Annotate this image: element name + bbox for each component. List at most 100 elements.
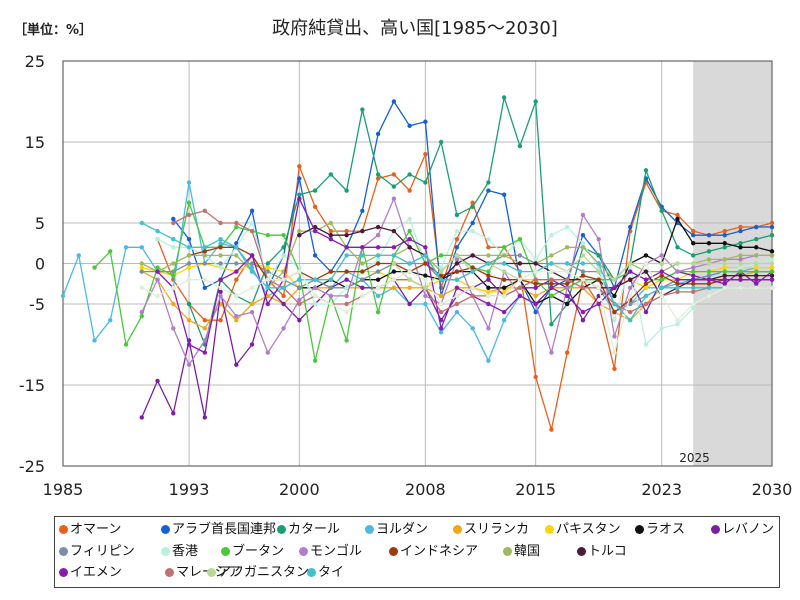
data-point [139,309,144,315]
data-point [202,245,207,250]
data-point [533,277,538,282]
data-point [596,277,601,282]
data-point [564,285,570,290]
data-point [375,293,381,299]
data-point [486,273,491,278]
data-point [612,285,617,290]
data-point [360,261,365,266]
data-point [769,273,775,278]
data-point [486,261,491,266]
data-point [659,261,664,266]
data-point [391,277,397,282]
data-point [691,301,696,307]
data-point [328,172,334,177]
data-point [454,293,460,299]
legend-swatch [635,525,644,534]
data-point [391,196,397,201]
data-point [202,253,207,258]
data-point [738,241,743,246]
data-point [375,245,381,250]
data-point [186,362,192,367]
data-point [234,313,239,319]
data-point [249,228,255,234]
data-point [312,301,318,307]
data-point [312,228,318,234]
data-point [186,277,192,282]
data-point [722,245,727,250]
data-point [76,253,81,258]
legend-item: フィリピン [59,543,135,561]
legend-swatch [59,525,68,534]
data-point [580,269,586,274]
legend-swatch [59,568,68,577]
data-point [501,245,507,250]
data-point [202,249,207,254]
data-point [706,232,712,238]
data-point [139,265,144,270]
data-point [202,277,207,282]
legend-swatch [59,547,68,556]
legend-item: トルコ [577,543,627,561]
data-point [454,212,460,218]
data-point [659,285,664,290]
data-point [549,232,554,238]
data-point [722,228,727,234]
data-point [517,277,523,282]
data-point [596,285,601,290]
data-point [486,358,491,363]
data-point [754,281,759,286]
legend-swatch [165,568,174,577]
legend-swatch [453,525,462,534]
data-point [139,269,144,274]
data-point [580,261,586,266]
data-point [249,269,255,274]
data-point [438,326,444,331]
y-tick-label: 25 [25,52,45,71]
data-point [754,237,759,242]
data-point [423,245,428,250]
data-point [549,281,554,286]
data-point [297,176,302,181]
data-point [533,257,538,262]
data-point [407,261,412,266]
data-point [265,269,271,274]
data-point [438,277,444,282]
legend-item: 韓国 [503,543,540,561]
data-point [297,318,302,323]
x-tick-label: 1993 [169,480,210,499]
data-point [423,119,428,124]
x-axis: 1985 1993 2000 2008 2015 2023 2030 [43,480,793,499]
data-point [171,326,176,331]
data-point [691,285,696,290]
data-point [391,269,397,274]
data-point [281,253,286,258]
legend: オマーン アラブ首長国連邦 カタール ヨルダン スリランカ パキスタン ラオス レバノン フィリ… [54,516,780,588]
unit-label: ［単位：%］ [14,22,92,38]
data-point [186,200,192,205]
data-point [344,301,349,307]
data-point [769,253,775,258]
data-point [517,293,523,299]
legend-label: フィリピン [70,544,135,559]
legend-item: 香港 [161,543,198,561]
data-point [171,216,176,222]
data-point [218,241,223,246]
data-point [375,176,381,181]
x-tick-label: 2008 [405,480,446,499]
data-point [706,277,712,282]
data-point [738,273,743,278]
data-point [155,237,160,242]
data-point [738,245,743,250]
data-point [265,265,271,270]
data-point [691,289,696,295]
data-point [297,192,302,197]
data-point [470,269,475,274]
data-point [628,309,633,315]
data-point [391,172,397,177]
data-point [675,269,680,274]
data-point [470,204,475,209]
data-point [344,269,349,274]
data-point [486,277,491,282]
data-point [281,293,286,299]
data-point [265,285,271,290]
